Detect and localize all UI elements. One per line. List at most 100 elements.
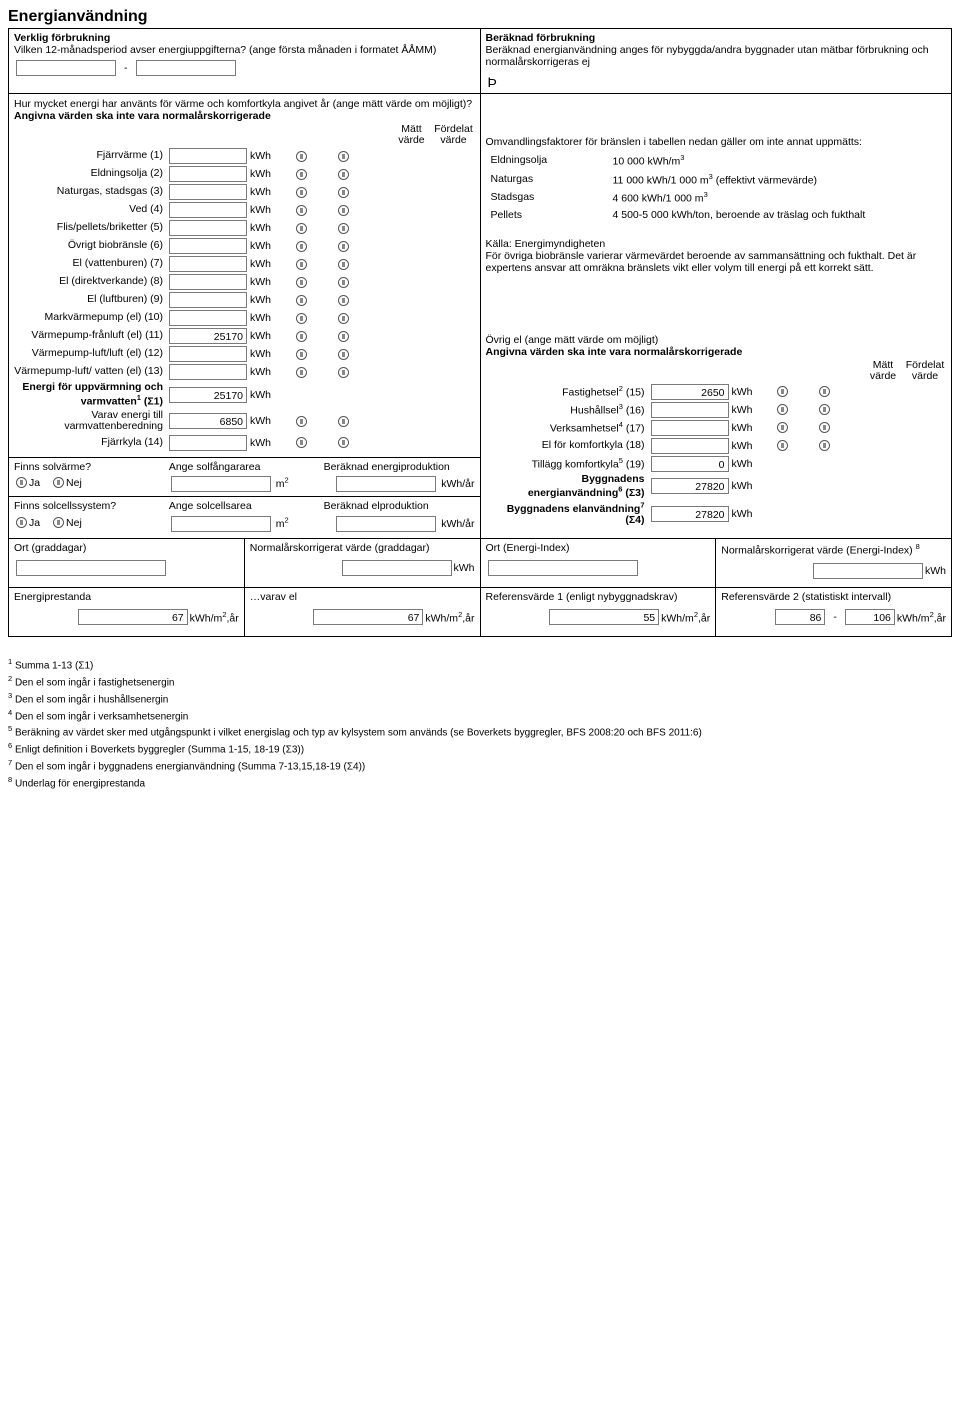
fuel-value-input[interactable] [169,166,247,182]
matt-radio[interactable] [296,367,307,378]
matt-radio[interactable] [296,205,307,216]
solar-nej-2[interactable]: Nej [51,517,82,529]
fuel-label: Flis/pellets/briketter (5) [14,222,169,234]
fuel-value-input[interactable] [169,292,247,308]
matt-radio[interactable] [296,295,307,306]
ovrig-value[interactable]: 2650 [651,384,729,400]
cell-ref2: Referensvärde 2 (statistiskt intervall) … [716,588,951,636]
matt-radio[interactable] [296,349,307,360]
norm-graddagar-input[interactable] [342,560,452,576]
fordelat-radio[interactable] [338,169,349,180]
fuel-value-input[interactable] [169,310,247,326]
fordelat-radio[interactable] [338,349,349,360]
fuel-unit: kWh [250,222,280,234]
fuel-value-input[interactable] [169,220,247,236]
sum-value[interactable] [169,435,247,451]
fordelat-radio[interactable] [338,277,349,288]
ovrig-value[interactable]: 0 [651,456,729,472]
matt-radio[interactable] [296,151,307,162]
ovrig-label: Fastighetsel2 (15) [486,385,651,399]
fuel-value-input[interactable] [169,274,247,290]
fuel-value-input[interactable] [169,346,247,362]
fordelat-radio[interactable] [338,295,349,306]
fordelat-radio[interactable] [819,404,830,415]
fordelat-radio[interactable] [338,241,349,252]
ovrig-row: Byggnadens energianvändning6 (Σ3)27820kW… [486,474,947,500]
fordelat-radio[interactable] [819,422,830,433]
matt-radio[interactable] [296,259,307,270]
norm-energiindex-input[interactable] [813,563,923,579]
solar-c2: Ange solcellsarea [169,500,320,512]
fuel-value-input[interactable] [169,256,247,272]
conv-row: Eldningsolja10 000 kWh/m3 [488,152,869,169]
fordelat-radio[interactable] [819,440,830,451]
fuel-value-input[interactable] [169,148,247,164]
matt-radio[interactable] [296,416,307,427]
fuel-row: Övrigt biobränsle (6)kWh [14,238,475,254]
footnote: 5 Beräkning av värdet sker med utgångspu… [8,724,952,740]
period-start-input[interactable] [16,60,116,76]
solar-c1: Ange solfångararea [169,461,320,473]
matt-radio[interactable] [296,223,307,234]
right-header-text: Beräknad energianvändning anges för nyby… [486,44,947,68]
solar-prod-1[interactable] [336,476,436,492]
fuel-unit: kWh [250,150,280,162]
fuel-row: Markvärmepump (el) (10)kWh [14,310,475,326]
fordelat-radio[interactable] [338,223,349,234]
matt-radio[interactable] [777,422,788,433]
page-title: Energianvändning [8,8,952,26]
ovrig-value[interactable] [651,438,729,454]
sum-value[interactable]: 6850 [169,413,247,429]
fuel-value-input[interactable] [169,238,247,254]
fuel-value-input[interactable] [169,364,247,380]
conv-val: 4 600 kWh/1 000 m3 [610,189,869,206]
matt-radio[interactable] [296,241,307,252]
matt-radio[interactable] [777,386,788,397]
col-fordelat: Fördelat värde [433,124,475,146]
fuel-row: Värmepump-luft/luft (el) (12)kWh [14,346,475,362]
right-header-title: Beräknad förbrukning [486,32,947,44]
matt-radio[interactable] [296,277,307,288]
solar-ja-1[interactable]: Ja [14,477,40,489]
fuel-unit: kWh [250,348,280,360]
matt-radio[interactable] [777,440,788,451]
fordelat-radio[interactable] [338,205,349,216]
matt-radio[interactable] [296,331,307,342]
ort-graddagar-input[interactable] [16,560,166,576]
fordelat-radio[interactable] [338,313,349,324]
fordelat-radio[interactable] [338,187,349,198]
fuel-value-input[interactable]: 25170 [169,328,247,344]
fordelat-radio[interactable] [338,367,349,378]
solar-prod-2[interactable] [336,516,436,532]
fuel-label: Markvärmepump (el) (10) [14,312,169,324]
bottom-row-b: Energiprestanda 67 kWh/m2,år …varav el 6… [9,587,951,636]
solar-area-2[interactable] [171,516,271,532]
matt-radio[interactable] [296,187,307,198]
fuel-unit: kWh [250,366,280,378]
fuel-unit: kWh [250,258,280,270]
fuel-row: El (luftburen) (9)kWh [14,292,475,308]
ort-energiindex-input[interactable] [488,560,638,576]
period-end-input[interactable] [136,60,236,76]
ovrig-value[interactable] [651,420,729,436]
matt-radio[interactable] [296,437,307,448]
matt-radio[interactable] [777,404,788,415]
fuel-value-input[interactable] [169,184,247,200]
fordelat-radio[interactable] [338,259,349,270]
sum-row: Energi för uppvärmning och varmvatten1 (… [14,382,475,408]
conv-table: Eldningsolja10 000 kWh/m3Naturgas11 000 … [486,150,871,224]
fordelat-radio[interactable] [338,437,349,448]
fordelat-radio[interactable] [819,386,830,397]
fordelat-radio[interactable] [338,151,349,162]
fordelat-radio[interactable] [338,331,349,342]
matt-radio[interactable] [296,169,307,180]
fordelat-radio[interactable] [338,416,349,427]
body-row: Hur mycket energi har använts för värme … [9,94,951,538]
fuel-rows: Fjärrvärme (1)kWhEldningsolja (2)kWhNatu… [14,148,475,380]
ovrig-value[interactable] [651,402,729,418]
solar-ja-2[interactable]: Ja [14,517,40,529]
solar-area-1[interactable] [171,476,271,492]
fuel-value-input[interactable] [169,202,247,218]
solar-nej-1[interactable]: Nej [51,477,82,489]
matt-radio[interactable] [296,313,307,324]
